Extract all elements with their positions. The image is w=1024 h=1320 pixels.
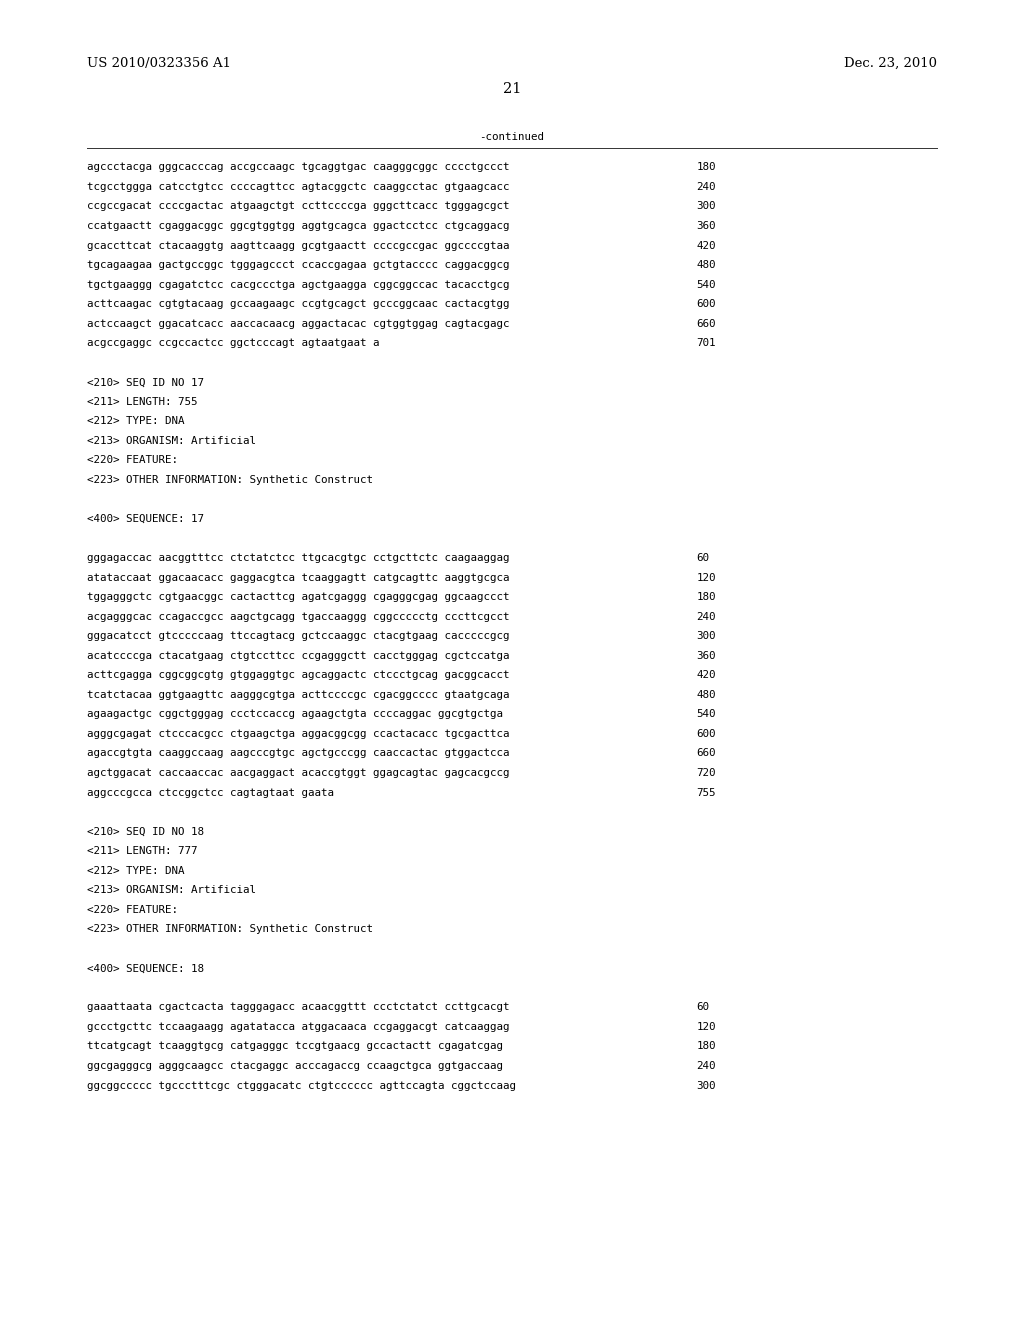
Text: 540: 540: [696, 709, 716, 719]
Text: tgctgaaggg cgagatctcc cacgccctga agctgaagga cggcggccac tacacctgcg: tgctgaaggg cgagatctcc cacgccctga agctgaa…: [87, 280, 510, 289]
Text: agaagactgc cggctgggag ccctccaccg agaagctgta ccccaggac ggcgtgctga: agaagactgc cggctgggag ccctccaccg agaagct…: [87, 709, 503, 719]
Text: <213> ORGANISM: Artificial: <213> ORGANISM: Artificial: [87, 886, 256, 895]
Text: ttcatgcagt tcaaggtgcg catgagggc tccgtgaacg gccactactt cgagatcgag: ttcatgcagt tcaaggtgcg catgagggc tccgtgaa…: [87, 1041, 503, 1052]
Text: -continued: -continued: [479, 132, 545, 143]
Text: tgcagaagaa gactgccggc tgggagccct ccaccgagaa gctgtacccc caggacggcg: tgcagaagaa gactgccggc tgggagccct ccaccga…: [87, 260, 510, 271]
Text: acatccccga ctacatgaag ctgtccttcc ccgagggctt cacctgggag cgctccatga: acatccccga ctacatgaag ctgtccttcc ccgaggg…: [87, 651, 510, 661]
Text: gcaccttcat ctacaaggtg aagttcaagg gcgtgaactt ccccgccgac ggccccgtaa: gcaccttcat ctacaaggtg aagttcaagg gcgtgaa…: [87, 240, 510, 251]
Text: acttcgagga cggcggcgtg gtggaggtgc agcaggactc ctccctgcag gacggcacct: acttcgagga cggcggcgtg gtggaggtgc agcagga…: [87, 671, 510, 680]
Text: aggcccgcca ctccggctcc cagtagtaat gaata: aggcccgcca ctccggctcc cagtagtaat gaata: [87, 788, 334, 797]
Text: 755: 755: [696, 788, 716, 797]
Text: ccatgaactt cgaggacggc ggcgtggtgg aggtgcagca ggactcctcc ctgcaggacg: ccatgaactt cgaggacggc ggcgtggtgg aggtgca…: [87, 220, 510, 231]
Text: acgagggcac ccagaccgcc aagctgcagg tgaccaaggg cggccccctg cccttcgcct: acgagggcac ccagaccgcc aagctgcagg tgaccaa…: [87, 611, 510, 622]
Text: 60: 60: [696, 1002, 710, 1012]
Text: agccctacga gggcacccag accgccaagc tgcaggtgac caagggcggc cccctgccct: agccctacga gggcacccag accgccaagc tgcaggt…: [87, 162, 510, 173]
Text: 660: 660: [696, 748, 716, 759]
Text: <400> SEQUENCE: 18: <400> SEQUENCE: 18: [87, 964, 204, 973]
Text: <223> OTHER INFORMATION: Synthetic Construct: <223> OTHER INFORMATION: Synthetic Const…: [87, 924, 373, 935]
Text: 480: 480: [696, 260, 716, 271]
Text: 600: 600: [696, 300, 716, 309]
Text: 60: 60: [696, 553, 710, 564]
Text: ggcggccccc tgccctttcgc ctgggacatc ctgtcccccc agttccagta cggctccaag: ggcggccccc tgccctttcgc ctgggacatc ctgtcc…: [87, 1081, 516, 1090]
Text: actccaagct ggacatcacc aaccacaacg aggactacac cgtggtggag cagtacgagc: actccaagct ggacatcacc aaccacaacg aggacta…: [87, 318, 510, 329]
Text: 120: 120: [696, 1022, 716, 1032]
Text: 420: 420: [696, 240, 716, 251]
Text: acgccgaggc ccgccactcc ggctcccagt agtaatgaat a: acgccgaggc ccgccactcc ggctcccagt agtaatg…: [87, 338, 380, 348]
Text: 240: 240: [696, 611, 716, 622]
Text: 300: 300: [696, 1081, 716, 1090]
Text: 180: 180: [696, 593, 716, 602]
Text: tggagggctc cgtgaacggc cactacttcg agatcgaggg cgagggcgag ggcaagccct: tggagggctc cgtgaacggc cactacttcg agatcga…: [87, 593, 510, 602]
Text: ggcgagggcg agggcaagcc ctacgaggc acccagaccg ccaagctgca ggtgaccaag: ggcgagggcg agggcaagcc ctacgaggc acccagac…: [87, 1061, 503, 1071]
Text: <211> LENGTH: 755: <211> LENGTH: 755: [87, 397, 198, 407]
Text: 600: 600: [696, 729, 716, 739]
Text: gggacatcct gtcccccaag ttccagtacg gctccaaggc ctacgtgaag cacccccgcg: gggacatcct gtcccccaag ttccagtacg gctccaa…: [87, 631, 510, 642]
Text: 300: 300: [696, 202, 716, 211]
Text: US 2010/0323356 A1: US 2010/0323356 A1: [87, 57, 231, 70]
Text: <220> FEATURE:: <220> FEATURE:: [87, 455, 178, 466]
Text: agctggacat caccaaccac aacgaggact acaccgtggt ggagcagtac gagcacgccg: agctggacat caccaaccac aacgaggact acaccgt…: [87, 768, 510, 777]
Text: 180: 180: [696, 162, 716, 173]
Text: 360: 360: [696, 220, 716, 231]
Text: 21: 21: [503, 82, 521, 96]
Text: 720: 720: [696, 768, 716, 777]
Text: <400> SEQUENCE: 17: <400> SEQUENCE: 17: [87, 513, 204, 524]
Text: atataccaat ggacaacacc gaggacgtca tcaaggagtt catgcagttc aaggtgcgca: atataccaat ggacaacacc gaggacgtca tcaagga…: [87, 573, 510, 582]
Text: tcgcctggga catcctgtcc ccccagttcc agtacggctc caaggcctac gtgaagcacc: tcgcctggga catcctgtcc ccccagttcc agtacgg…: [87, 182, 510, 191]
Text: 420: 420: [696, 671, 716, 680]
Text: acttcaagac cgtgtacaag gccaagaagc ccgtgcagct gcccggcaac cactacgtgg: acttcaagac cgtgtacaag gccaagaagc ccgtgca…: [87, 300, 510, 309]
Text: 660: 660: [696, 318, 716, 329]
Text: 240: 240: [696, 182, 716, 191]
Text: gggagaccac aacggtttcc ctctatctcc ttgcacgtgc cctgcttctc caagaaggag: gggagaccac aacggtttcc ctctatctcc ttgcacg…: [87, 553, 510, 564]
Text: gccctgcttc tccaagaagg agatatacca atggacaaca ccgaggacgt catcaaggag: gccctgcttc tccaagaagg agatatacca atggaca…: [87, 1022, 510, 1032]
Text: 480: 480: [696, 690, 716, 700]
Text: 180: 180: [696, 1041, 716, 1052]
Text: agaccgtgta caaggccaag aagcccgtgc agctgcccgg caaccactac gtggactcca: agaccgtgta caaggccaag aagcccgtgc agctgcc…: [87, 748, 510, 759]
Text: Dec. 23, 2010: Dec. 23, 2010: [844, 57, 937, 70]
Text: gaaattaata cgactcacta tagggagacc acaacggttt ccctctatct ccttgcacgt: gaaattaata cgactcacta tagggagacc acaacgg…: [87, 1002, 510, 1012]
Text: <223> OTHER INFORMATION: Synthetic Construct: <223> OTHER INFORMATION: Synthetic Const…: [87, 475, 373, 484]
Text: ccgccgacat ccccgactac atgaagctgt ccttccccga gggcttcacc tgggagcgct: ccgccgacat ccccgactac atgaagctgt ccttccc…: [87, 202, 510, 211]
Text: <210> SEQ ID NO 18: <210> SEQ ID NO 18: [87, 826, 204, 837]
Text: 360: 360: [696, 651, 716, 661]
Text: 701: 701: [696, 338, 716, 348]
Text: <213> ORGANISM: Artificial: <213> ORGANISM: Artificial: [87, 436, 256, 446]
Text: <211> LENGTH: 777: <211> LENGTH: 777: [87, 846, 198, 857]
Text: <220> FEATURE:: <220> FEATURE:: [87, 904, 178, 915]
Text: 120: 120: [696, 573, 716, 582]
Text: 540: 540: [696, 280, 716, 289]
Text: <212> TYPE: DNA: <212> TYPE: DNA: [87, 416, 184, 426]
Text: 240: 240: [696, 1061, 716, 1071]
Text: <212> TYPE: DNA: <212> TYPE: DNA: [87, 866, 184, 875]
Text: <210> SEQ ID NO 17: <210> SEQ ID NO 17: [87, 378, 204, 387]
Text: tcatctacaa ggtgaagttc aagggcgtga acttccccgc cgacggcccc gtaatgcaga: tcatctacaa ggtgaagttc aagggcgtga acttccc…: [87, 690, 510, 700]
Text: 300: 300: [696, 631, 716, 642]
Text: agggcgagat ctcccacgcc ctgaagctga aggacggcgg ccactacacc tgcgacttca: agggcgagat ctcccacgcc ctgaagctga aggacgg…: [87, 729, 510, 739]
